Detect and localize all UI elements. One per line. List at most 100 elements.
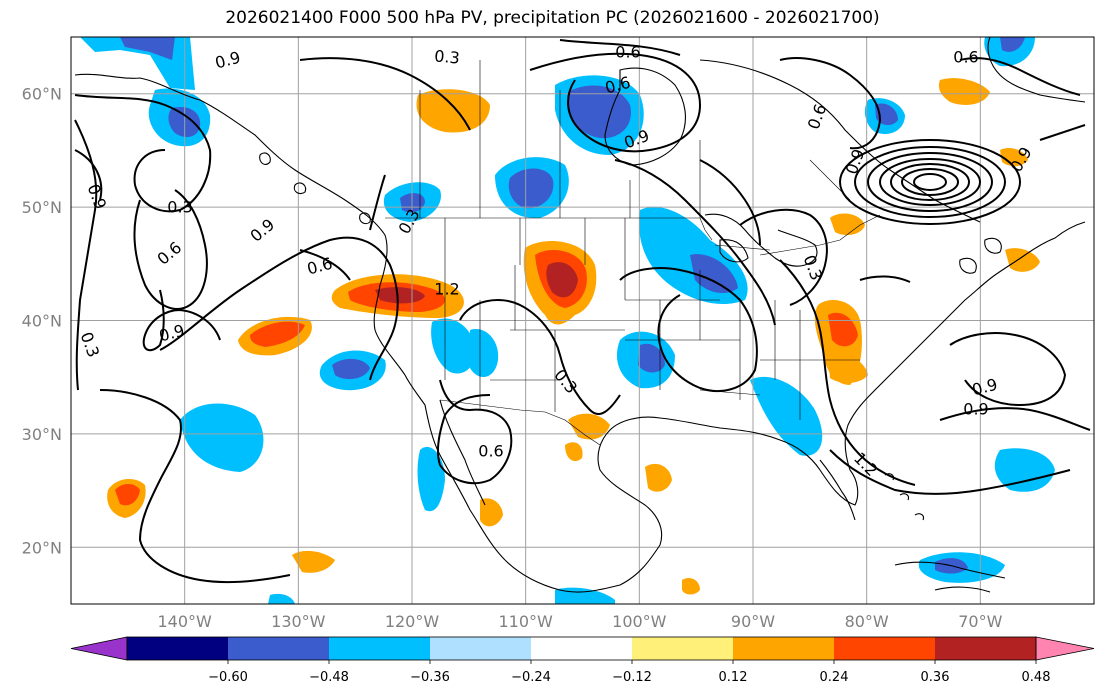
contour-label: 0.6 <box>478 442 503 461</box>
latitude-tick-label: 20°N <box>22 538 62 557</box>
colorbar-tick-label: −0.12 <box>612 670 652 685</box>
borders-canada-provinces <box>419 60 851 218</box>
pv-contour-southeast-ridge <box>859 275 911 283</box>
pv-contour-pacific-low <box>159 236 399 381</box>
colorbar: −0.60 −0.48 −0.36 −0.24 −0.12 0.12 0.24 0.36 0.4… <box>70 636 1095 685</box>
pv-contour-north-pacific <box>74 94 212 213</box>
gridlines <box>71 37 1094 604</box>
coastline-greenland <box>987 37 1086 103</box>
colorbar-tick-label: 0.12 <box>719 670 748 685</box>
pv-contour-nw-pacific <box>74 149 103 201</box>
precip-blob-pacific-sw-pos-core <box>115 484 140 506</box>
pv-contour-subtropical-pacific <box>99 389 291 584</box>
latitude-tick-label: 60°N <box>22 85 62 104</box>
precip-blob-new-england <box>1005 248 1040 272</box>
longitude-tick-labels: 140°W 130°W 120°W 110°W 100°W 90°W 80°W 70°W <box>157 612 1002 631</box>
colorbar-tick-label: −0.60 <box>208 670 248 685</box>
longitude-tick-label: 70°W <box>958 612 1002 631</box>
pv-contour-plains-ridge <box>614 159 776 326</box>
precip-blob-atlantic <box>994 448 1055 492</box>
contour-label: 0.3 <box>434 46 461 67</box>
pv-contour-east-trough <box>739 208 828 306</box>
longitude-tick-label: 110°W <box>498 612 553 631</box>
precip-blob-great-basin <box>431 318 476 374</box>
precip-blob-hudson-core <box>567 85 631 139</box>
precip-blob-great-lakes <box>830 213 865 236</box>
map-title: 2026021400 F000 500 hPa PV, precipitatio… <box>225 8 880 28</box>
pv-contour-canadian-trough <box>529 52 702 153</box>
precip-blob-pacific-s <box>292 550 335 573</box>
islands-pacific-nw <box>259 152 371 225</box>
precip-blob-nw-top-core <box>120 37 175 60</box>
precip-blob-great-basin-core <box>470 329 499 378</box>
pv-contour-labrador-sea <box>959 57 1081 96</box>
pv-contour-ohio-trough <box>779 259 916 486</box>
pv-contour-greenland-east <box>1039 124 1086 141</box>
precip-blob-newfoundland <box>1000 148 1028 167</box>
colorbar-tick-label: 0.36 <box>921 670 950 685</box>
coastline-gulf-of-mexico <box>504 221 1086 593</box>
pv-contours <box>74 39 1091 584</box>
islands-nova-scotia <box>959 237 1002 274</box>
pv-contour-southwest-low <box>459 299 621 415</box>
contour-label: 0.6 <box>615 43 640 62</box>
pv-contour-northwest-loop <box>299 57 471 131</box>
pv-contour-rockies <box>369 174 386 231</box>
precip-blob-midwest-core <box>690 254 738 294</box>
pv-vortex-labrador <box>839 139 1021 225</box>
pv-contour-west-atlantic <box>939 407 1091 431</box>
colorbar-segment <box>733 637 834 660</box>
colorbar-tick-label: −0.48 <box>309 670 349 685</box>
colorbar-tick-label: 0.48 <box>1022 670 1051 685</box>
precip-blob-canada-central-core <box>508 168 554 209</box>
coastline-great-lakes <box>704 213 818 267</box>
precip-blob-southeast <box>750 376 823 456</box>
colorbar-segment <box>935 637 1036 660</box>
precip-blob-caribbean-pos <box>682 578 700 595</box>
pv-contour-great-lakes <box>699 159 761 246</box>
map-area: 0.9 0.3 0.60.60.90.60.30.90.60.90.60.91.20… <box>71 37 1094 604</box>
pv-contour-northeast-trough <box>779 57 882 150</box>
precip-blob-pacific-sw <box>180 403 264 472</box>
colorbar-segment <box>127 637 228 660</box>
pv-contour-central-us <box>619 267 758 392</box>
colorbar-max-extension <box>1035 636 1095 661</box>
pv-contour-trough-west <box>142 289 221 352</box>
longitude-tick-label: 90°W <box>731 612 775 631</box>
longitude-tick-label: 140°W <box>157 612 212 631</box>
latitude-tick-label: 50°N <box>22 198 62 217</box>
precip-blob-baja <box>480 498 503 527</box>
contour-label: 0.9 <box>963 400 988 419</box>
colorbar-segment <box>430 637 531 660</box>
colorbar-tick-label: −0.24 <box>511 670 551 685</box>
precip-blob-hudson-west <box>416 89 490 133</box>
colorbar-segment <box>834 637 935 660</box>
colorbar-segment <box>531 637 632 660</box>
longitude-tick-label: 80°W <box>845 612 889 631</box>
pv-contour-bermuda-high <box>949 332 1067 407</box>
colorbar-segment <box>632 637 733 660</box>
precip-blob-pacific-central-core <box>250 321 305 347</box>
coastline-hispaniola <box>934 586 991 593</box>
precip-blob-south-pacific <box>268 593 295 604</box>
precip-blob-mexico <box>417 446 445 512</box>
colorbar-tick-label: −0.36 <box>410 670 450 685</box>
longitude-tick-label: 100°W <box>612 612 667 631</box>
precip-blob-gulf <box>645 463 672 492</box>
pv-contour-arctic-lobe <box>559 39 681 56</box>
precip-shading <box>80 37 1055 604</box>
precip-blob-texas <box>568 413 610 440</box>
longitude-tick-label: 130°W <box>271 612 326 631</box>
latitude-tick-labels: 60°N 50°N 40°N 30°N 20°N <box>22 85 62 558</box>
precip-blob-texas-small <box>565 442 583 462</box>
precip-blob-ohio-valley-core <box>828 312 858 347</box>
precip-blob-southern-plains-core <box>638 343 665 373</box>
pv-contour-subtropical-atlantic <box>829 449 1071 495</box>
latitude-tick-label: 30°N <box>22 425 62 444</box>
border-us-canada <box>385 214 881 256</box>
contour-label: 0.6 <box>953 48 978 67</box>
precip-blob-appalachia <box>828 353 868 383</box>
precip-blob-rockies-peak <box>546 262 578 298</box>
pv-contour-west-coast <box>299 249 351 281</box>
